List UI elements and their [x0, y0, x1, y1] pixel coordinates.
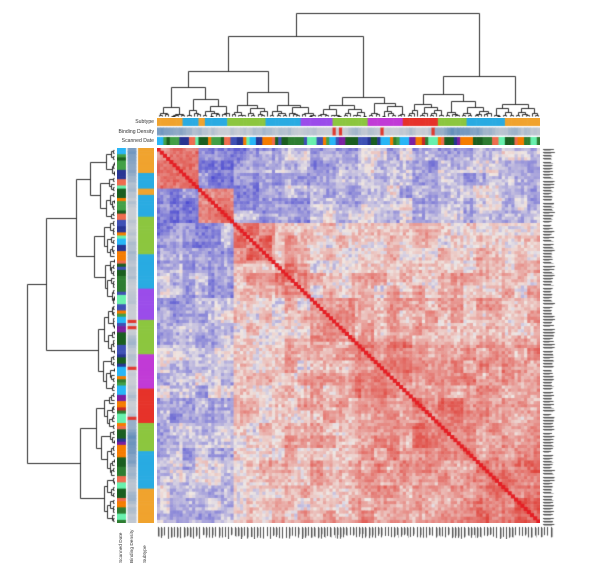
- row-annotation-tracks: [117, 148, 154, 523]
- column-annotation-tracks: [157, 118, 540, 145]
- column-dendrogram: [157, 10, 540, 117]
- subtype-track-label: Subtype: [135, 119, 154, 125]
- subtype-axis-label: Subtype: [142, 545, 148, 563]
- row-dendrogram: [24, 148, 115, 523]
- heatmap-canvas: [157, 148, 540, 523]
- column-sample-labels: [157, 526, 556, 539]
- binding-density-track-label: Binding Density: [118, 128, 154, 135]
- binding-density-axis-label: Binding Density: [129, 529, 135, 563]
- row-sample-labels: [542, 148, 556, 529]
- scanned-date-axis-label: Scanned Date: [118, 532, 124, 563]
- scanned-date-track-label: Scanned Date: [121, 138, 154, 144]
